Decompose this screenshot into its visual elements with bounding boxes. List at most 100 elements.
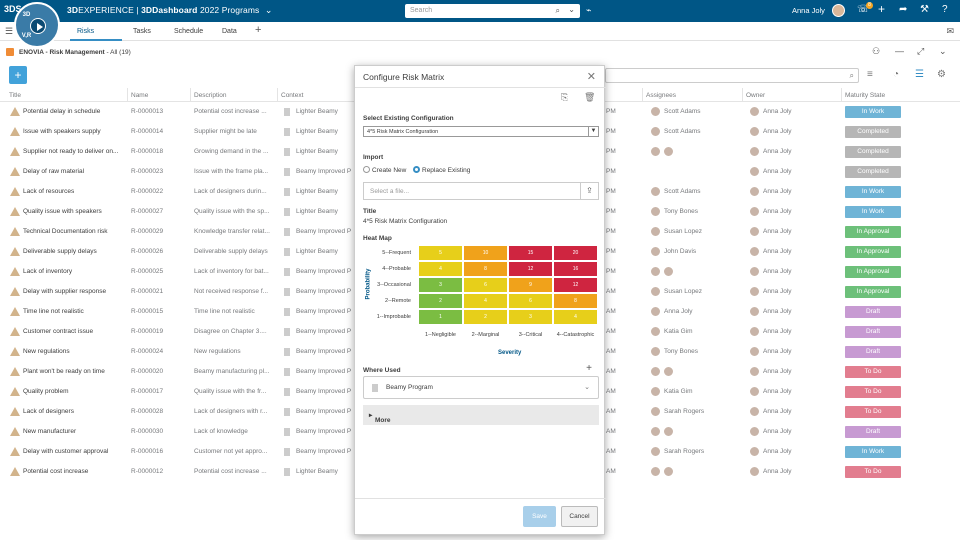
heat-map-cell[interactable]: 12 [553,277,598,293]
table-row[interactable]: Technical Documentation risk R-0000029 Kno… [0,222,960,242]
assignee-avatar[interactable] [663,466,674,477]
user-avatar[interactable] [832,4,845,17]
row-context[interactable]: Lighter Beamy [296,128,338,135]
assignee-avatar[interactable] [650,386,661,397]
row-title[interactable]: Delay with customer approval [23,448,109,455]
add-icon[interactable]: + [878,2,886,16]
add-where-used-icon[interactable]: + [586,363,592,374]
row-title[interactable]: Customer contract issue [23,328,94,335]
assignee-avatar[interactable] [663,366,674,377]
heat-map-cell[interactable]: 4 [418,261,463,277]
row-title[interactable]: New regulations [23,348,70,355]
table-row[interactable]: Plant won't be ready on time R-0000020 Bea… [0,362,960,382]
row-context[interactable]: Beamy Improved P [296,288,352,295]
row-context[interactable]: Beamy Improved P [296,408,352,415]
table-row[interactable]: Quality issue with speakers R-0000027 Qual… [0,202,960,222]
save-button[interactable]: Save [523,506,556,527]
app-brand[interactable]: 3DEXPERIENCE | 3DDashboard 2022 Programs… [67,5,273,16]
compass-button[interactable]: 3D V,R [14,2,60,48]
chevron-down-icon[interactable]: ⌄ [939,46,947,56]
chevron-down-icon[interactable]: ⌄ [584,384,590,391]
heat-map-cell[interactable]: 1 [418,309,463,325]
row-title[interactable]: Quality issue with speakers [23,208,102,215]
table-row[interactable]: Lack of designers R-0000028 Lack of design… [0,402,960,422]
column-name[interactable]: Name [131,92,149,99]
assignee-avatar[interactable] [650,266,661,277]
heat-map-cell[interactable]: 4 [553,309,598,325]
table-row[interactable]: Delay of raw material R-0000023 Issue with… [0,162,960,182]
upload-icon[interactable]: ⇪ [580,183,598,199]
assignee-avatar[interactable] [650,466,661,477]
search-icon[interactable]: ⌕ [555,6,560,15]
close-icon[interactable]: ✕ [586,71,596,83]
chevron-down-icon[interactable]: ▼ [588,127,598,136]
row-context[interactable]: Beamy Improved P [296,448,352,455]
table-row[interactable]: Deliverable supply delays R-0000026 Delive… [0,242,960,262]
table-row[interactable]: New manufacturer R-0000030 Lack of knowled… [0,422,960,442]
compass-quadrant-3d[interactable]: 3D [22,11,31,18]
radio-create-new[interactable]: Create New [363,166,406,174]
owner-avatar[interactable] [749,146,760,157]
row-context[interactable]: Lighter Beamy [296,468,338,475]
row-title[interactable]: Delay of raw material [23,168,85,175]
filter-input[interactable]: ⌕ [605,68,859,83]
search-icon[interactable]: ⌕ [849,71,854,80]
table-row[interactable]: Lack of inventory R-0000025 Lack of invent… [0,262,960,282]
row-context[interactable]: Beamy Improved P [296,348,352,355]
chat-icon[interactable]: ✉ [946,26,954,36]
table-row[interactable]: Customer contract issue R-0000019 Disagree… [0,322,960,342]
row-title[interactable]: Technical Documentation risk [23,228,108,235]
tab-tasks[interactable]: Tasks [133,28,151,35]
row-context[interactable]: Lighter Beamy [296,188,338,195]
table-row[interactable]: Potential cost increase R-0000012 Potentia… [0,462,960,482]
tab-schedule[interactable]: Schedule [174,28,204,35]
compass-quadrant-vr[interactable]: V,R [21,32,32,39]
owner-avatar[interactable] [749,226,760,237]
table-row[interactable]: Issue with speakers supply R-0000014 Suppl… [0,122,960,142]
assignee-avatar[interactable] [650,126,661,137]
row-title[interactable]: Potential cost increase [23,468,89,475]
assignee-avatar[interactable] [650,286,661,297]
row-title[interactable]: Plant won't be ready on time [23,368,105,375]
tag-icon[interactable]: ⌁ [586,5,592,15]
heat-map-cell[interactable]: 3 [508,309,553,325]
heat-map-cell[interactable]: 4 [463,293,508,309]
owner-avatar[interactable] [749,166,760,177]
delete-icon[interactable]: 🗑 [584,92,596,102]
table-row[interactable]: Supplier not ready to deliver on... R-000… [0,142,960,162]
row-context[interactable]: Beamy Improved P [296,228,352,235]
heat-map-cell[interactable]: 9 [508,277,553,293]
row-title[interactable]: Lack of inventory [23,268,73,275]
assignee-avatar[interactable] [650,186,661,197]
owner-avatar[interactable] [749,266,760,277]
owner-avatar[interactable] [749,306,760,317]
owner-avatar[interactable] [749,186,760,197]
owner-avatar[interactable] [749,326,760,337]
row-context[interactable]: Lighter Beamy [296,108,338,115]
owner-avatar[interactable] [749,126,760,137]
menu-icon[interactable]: ☰ [5,26,14,36]
owner-avatar[interactable] [749,106,760,117]
row-title[interactable]: Issue with speakers supply [23,128,101,135]
where-used-item[interactable]: Beamy Program ⌄ [363,376,599,399]
owner-avatar[interactable] [749,366,760,377]
tools-icon[interactable]: ⚒ [920,4,929,15]
export-icon[interactable]: ⎘ [561,92,569,102]
assignee-avatar[interactable] [663,146,674,157]
assignee-avatar[interactable] [663,426,674,437]
assignee-avatar[interactable] [650,306,661,317]
owner-avatar[interactable] [749,426,760,437]
owner-avatar[interactable] [749,346,760,357]
column-owner[interactable]: Owner [746,92,766,99]
share-icon[interactable]: ➦ [899,4,908,15]
assignee-avatar[interactable] [663,266,674,277]
table-row[interactable]: Time line not realistic R-0000015 Time lin… [0,302,960,322]
row-context[interactable]: Lighter Beamy [296,208,338,215]
column-description[interactable]: Description [194,92,227,99]
assignee-avatar[interactable] [650,226,661,237]
assignee-avatar[interactable] [650,366,661,377]
row-title[interactable]: Potential delay in schedule [23,108,101,115]
owner-avatar[interactable] [749,206,760,217]
assignee-avatar[interactable] [650,206,661,217]
row-title[interactable]: Lack of resources [23,188,75,195]
